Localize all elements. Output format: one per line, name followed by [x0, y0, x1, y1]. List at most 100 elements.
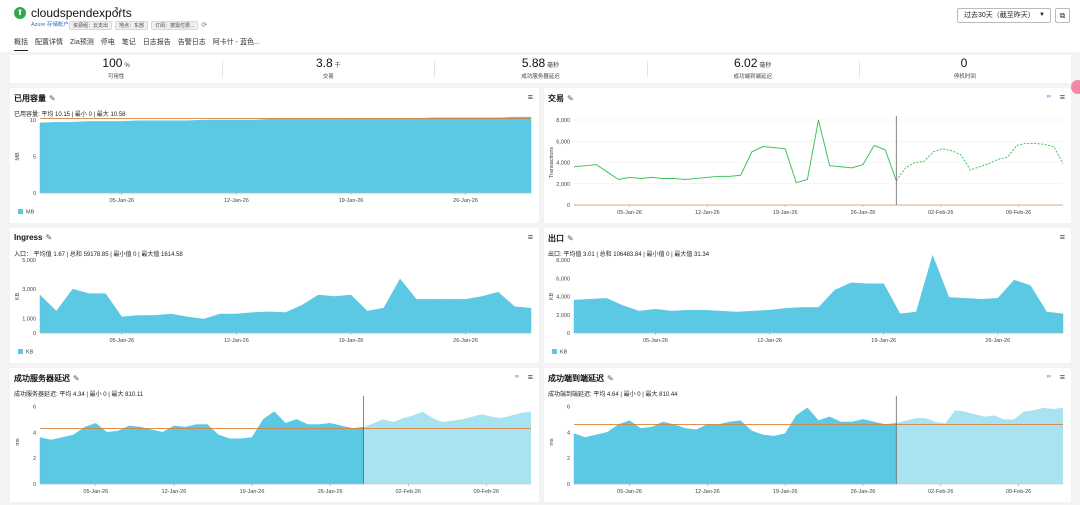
series-area	[39, 116, 532, 194]
x-tick-label: 19-Jan-26	[339, 198, 364, 204]
tab-zia[interactable]: Zia预测	[70, 39, 94, 46]
forecast-icon[interactable]: ∞	[1046, 374, 1051, 380]
y-tick-label: 2	[567, 456, 570, 462]
kpi-unit: 毫秒	[547, 63, 560, 69]
kpi-value: 0	[960, 56, 968, 70]
edit-icon[interactable]: ✎	[567, 234, 574, 243]
forecast-area	[363, 411, 531, 484]
x-tick-label: 26-Jan-26	[851, 489, 876, 495]
x-tick-label: 05-Jan-26	[109, 338, 134, 344]
tab-alert-log[interactable]: 告警日志	[177, 39, 206, 46]
y-axis-label: KB	[549, 293, 555, 301]
x-tick-label: 26-Jan-26	[453, 198, 478, 204]
panel-title: 出口 ✎	[548, 234, 574, 243]
kpi-downtime: 0 停机时间	[858, 55, 1071, 83]
y-tick-label: 3,000	[22, 287, 36, 293]
x-tick-label: 05-Jan-26	[617, 210, 642, 216]
tab-custom[interactable]: 阿卡什 - 蓝色...	[212, 39, 260, 46]
panel-title: 已用容量 ✎	[14, 94, 56, 103]
panel-menu-icon[interactable]: ≡	[527, 372, 533, 382]
x-tick-label: 12-Jan-26	[695, 489, 720, 495]
y-tick-label: 0	[33, 331, 36, 337]
legend-swatch	[18, 349, 23, 354]
tab-notes[interactable]: 笔记	[121, 39, 136, 46]
panel-transactions: 交易 ✎ ∞ ≡ 0 2,000 4,000 6,000 8,000 Transaction…	[544, 88, 1071, 223]
panel-menu-icon[interactable]: ≡	[1059, 372, 1065, 382]
kpi-label: 停机时间	[953, 74, 976, 80]
y-tick-label: 0	[567, 482, 570, 488]
panel-title: 成功服务器延迟 ✎	[14, 374, 80, 383]
x-tick-label: 02-Feb-26	[928, 489, 953, 495]
refresh-icon[interactable]: ↻	[114, 6, 123, 17]
x-tick-label: 19-Jan-26	[773, 210, 798, 216]
x-tick-label: 26-Jan-26	[453, 338, 478, 344]
page-title: cloudspendexports	[31, 6, 132, 20]
panel-stats: 已用容量: 平均 10.15 | 最小 0 | 最大 10.58	[14, 112, 126, 118]
tag-icon[interactable]: ⟳	[201, 22, 208, 29]
y-tick-label: 6,000	[556, 276, 570, 282]
x-tick-label: 19-Jan-26	[871, 338, 896, 344]
panel-used-capacity: 已用容量 ✎ ≡ 已用容量: 平均 10.15 | 最小 0 | 最大 10.58…	[10, 88, 539, 223]
y-axis-label: ms	[549, 438, 555, 446]
panel-e2e-latency: 成功端到端延迟 ✎ ∞ ≡ 成功端到端延迟: 平均 4.64 | 最小 0 | 最…	[544, 368, 1071, 502]
x-tick-label: 05-Jan-26	[109, 198, 134, 204]
top-bar: ⬆ cloudspendexports ↻ Azure 存储帐户 资源组：云支出…	[0, 0, 1080, 52]
x-tick-label: 19-Jan-26	[339, 338, 364, 344]
chip-subscription: 订阅：按需付费...	[151, 21, 199, 30]
panel-menu-icon[interactable]: ≡	[1059, 92, 1065, 102]
legend-swatch	[18, 209, 23, 214]
assistant-bubble-icon[interactable]	[1071, 80, 1080, 94]
chevron-down-icon: ▼	[1039, 12, 1045, 18]
x-tick-label: 26-Jan-26	[985, 338, 1010, 344]
x-tick-label: 09-Feb-26	[474, 489, 499, 495]
edit-icon[interactable]: ✎	[45, 233, 53, 242]
panel-menu-icon[interactable]: ≡	[527, 92, 533, 102]
x-tick-label: 05-Jan-26	[643, 338, 668, 344]
forecast-line	[895, 142, 1064, 181]
y-tick-label: 4	[33, 430, 36, 436]
panel-title: Ingress ✎	[14, 233, 53, 242]
ingress-chart: 0 1,000 3,000 5,000 KB 05-Jan-26 12-Jan-26 19-J…	[15, 258, 532, 356]
kpi-transactions: 3.8 千 交易	[222, 55, 434, 83]
legend-label: KB	[26, 350, 34, 356]
kpi-server-latency: 5.88 毫秒 成功服务器延迟	[434, 55, 646, 83]
tab-config[interactable]: 配置详情	[35, 39, 63, 46]
edit-icon[interactable]: ✎	[73, 374, 80, 383]
x-tick-label: 09-Feb-26	[1006, 210, 1031, 216]
panel-menu-icon[interactable]: ≡	[1059, 232, 1065, 242]
x-tick-label: 09-Feb-26	[1006, 489, 1031, 495]
tab-outage[interactable]: 停电	[100, 39, 115, 46]
kpi-unit: 千	[334, 63, 341, 69]
storage-account-icon: ⬆	[14, 7, 26, 19]
y-tick-label: 5,000	[22, 258, 36, 264]
y-tick-label: 10	[30, 118, 36, 124]
resource-type-link[interactable]: Azure 存储帐户	[31, 22, 69, 28]
server-latency-chart: 0 2 4 6 ms 05-Jan-26 12-Jan-26 19-Jan-26 26-Jan-…	[15, 396, 531, 495]
kpi-strip: 100% 可用性 3.8 千 交易 5.88 毫秒 成功服务器延迟 6.02 毫秒 成…	[10, 55, 1071, 83]
kpi-label: 成功端到端延迟	[733, 74, 772, 80]
used-capacity-chart: 0 5 10 MB 05-Jan-26 12-Jan-26 19-Jan-26 26-Jan-…	[15, 116, 532, 216]
panel-stats: 入口： 平均值 1.67 | 总和 59178.85 | 最小值 0 | 最大值…	[14, 252, 183, 258]
time-range-value: 过去30天（截至昨天）	[964, 12, 1035, 19]
edit-icon[interactable]: ✎	[607, 374, 614, 383]
forecast-icon[interactable]: ∞	[1046, 94, 1051, 100]
legend-label: KB	[560, 350, 568, 356]
edit-icon[interactable]: ✎	[49, 94, 56, 103]
tab-bar: 概括 配置详情 Zia预测 停电 笔记 日志报告 告警日志 阿卡什 - 蓝色..…	[14, 37, 260, 51]
edit-icon[interactable]: ✎	[567, 94, 574, 103]
series-area	[573, 254, 1064, 334]
legend-swatch	[552, 349, 557, 354]
tab-summary[interactable]: 概括	[14, 37, 28, 51]
x-tick-label: 12-Jan-26	[757, 338, 782, 344]
forecast-icon[interactable]: ∞	[514, 374, 519, 380]
panel-menu-icon[interactable]: ≡	[527, 232, 533, 242]
tab-log-report[interactable]: 日志报告	[142, 39, 171, 46]
y-axis-label: MB	[15, 152, 21, 161]
transactions-chart: 0 2,000 4,000 6,000 8,000 Transactions 05-Jan-…	[549, 116, 1064, 216]
x-tick-label: 12-Jan-26	[224, 198, 249, 204]
panel-stats: 成功服务器延迟: 平均 4.34 | 最小 0 | 最大 810.11	[14, 392, 144, 398]
time-range-select[interactable]: 过去30天（截至昨天） ▼	[957, 8, 1051, 23]
expand-icon[interactable]: ⧉	[1055, 8, 1070, 23]
chip-location: 地点：东部	[115, 21, 149, 30]
panel-stats: 成功端到端延迟: 平均 4.64 | 最小 0 | 最大 810.44	[548, 392, 678, 398]
